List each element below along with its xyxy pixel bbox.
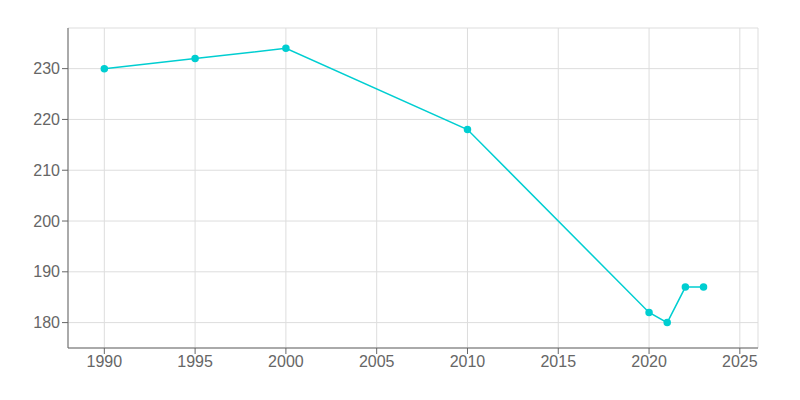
svg-text:180: 180 — [33, 314, 60, 331]
svg-text:2015: 2015 — [540, 353, 576, 370]
svg-text:210: 210 — [33, 162, 60, 179]
svg-text:2010: 2010 — [450, 353, 486, 370]
svg-text:2005: 2005 — [359, 353, 395, 370]
svg-text:2000: 2000 — [268, 353, 304, 370]
svg-text:2020: 2020 — [631, 353, 667, 370]
svg-text:2025: 2025 — [722, 353, 758, 370]
svg-text:190: 190 — [33, 263, 60, 280]
svg-text:230: 230 — [33, 60, 60, 77]
svg-text:1995: 1995 — [177, 353, 213, 370]
svg-text:200: 200 — [33, 213, 60, 230]
svg-text:1990: 1990 — [87, 353, 123, 370]
svg-text:220: 220 — [33, 111, 60, 128]
